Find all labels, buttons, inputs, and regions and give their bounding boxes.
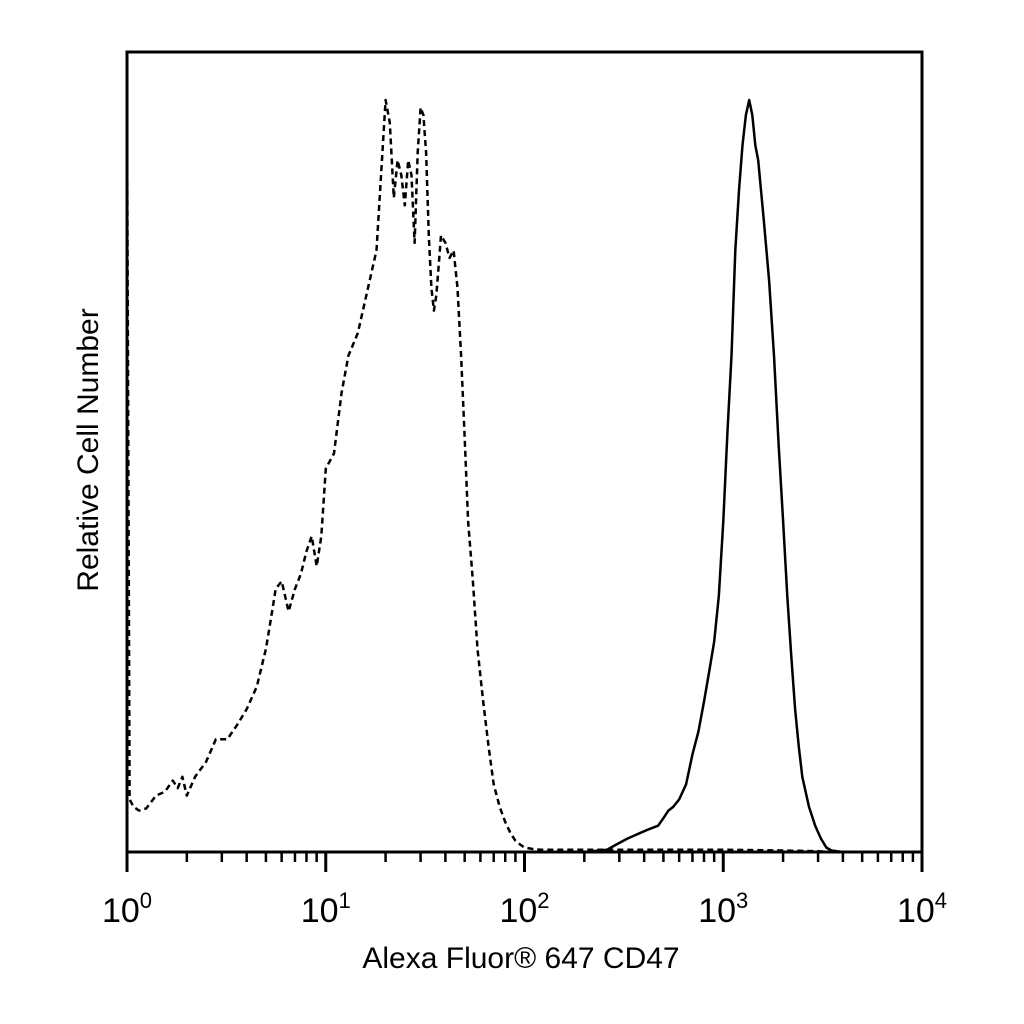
x-tick-label: 101 xyxy=(301,888,351,930)
series-line-2-solid xyxy=(127,98,922,854)
x-axis-ticks xyxy=(125,852,924,872)
x-tick-label: 102 xyxy=(499,888,549,930)
y-axis-title: Relative Cell Number xyxy=(72,308,105,591)
series-layer xyxy=(125,98,922,854)
x-tick-label: 100 xyxy=(102,888,152,930)
series-line-1-dashed xyxy=(125,98,922,854)
x-axis-tick-labels: 100 101 102 103 104 xyxy=(102,888,947,930)
x-axis-title: Alexa Fluor® 647 CD47 xyxy=(362,942,679,975)
x-tick-label: 104 xyxy=(897,888,947,930)
x-tick-label: 103 xyxy=(698,888,748,930)
